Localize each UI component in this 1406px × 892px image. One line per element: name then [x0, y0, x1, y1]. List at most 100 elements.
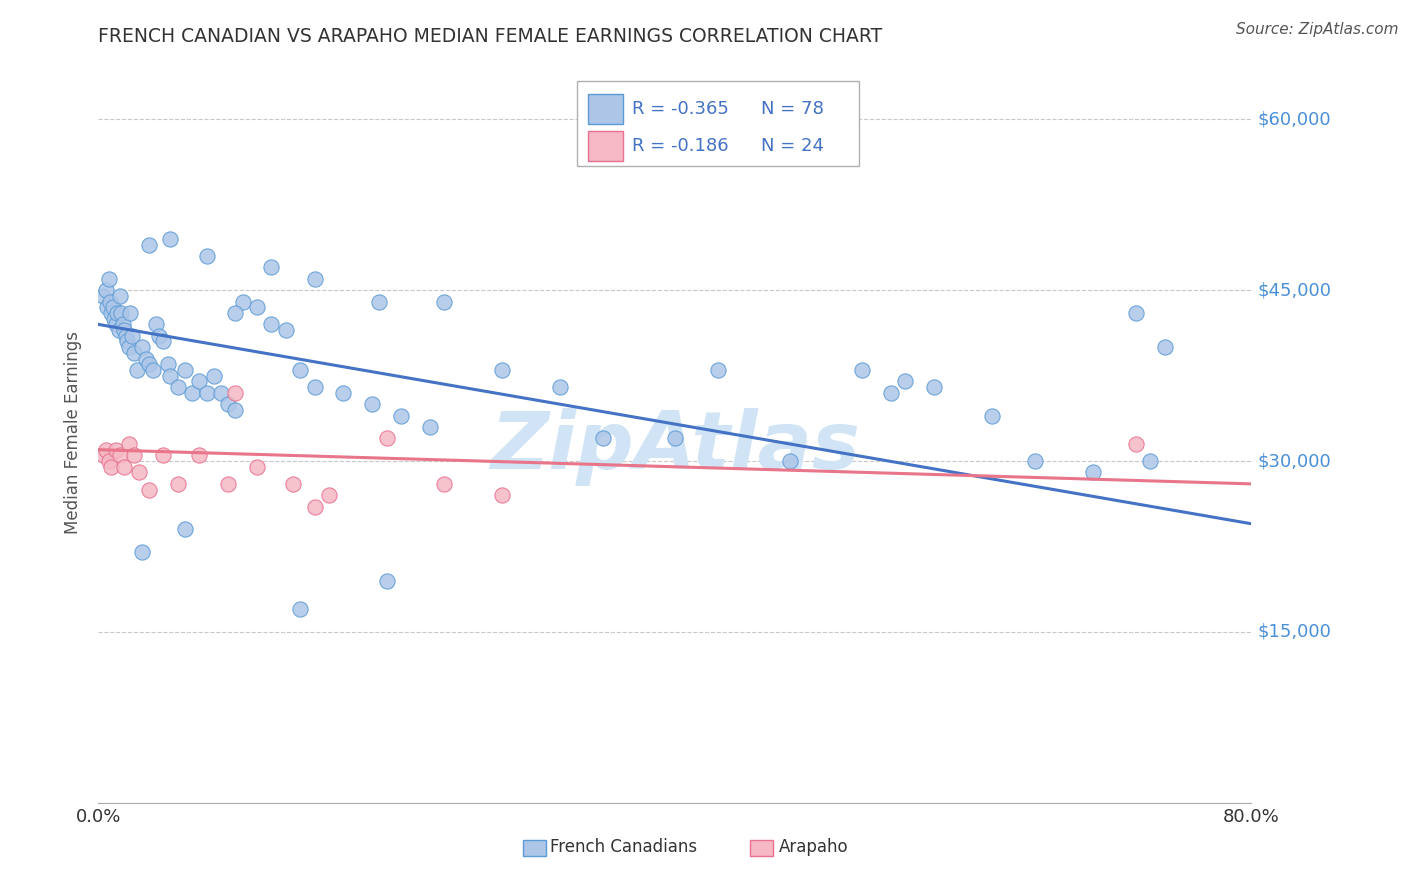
FancyBboxPatch shape: [576, 81, 859, 166]
Point: [290, 602, 312, 616]
FancyBboxPatch shape: [523, 840, 546, 856]
Point: [304, 380, 326, 394]
Text: Source: ZipAtlas.com: Source: ZipAtlas.com: [1236, 22, 1399, 37]
Text: $15,000: $15,000: [1257, 623, 1331, 641]
Point: [121, 328, 143, 343]
Point: [181, 385, 204, 400]
Point: [202, 368, 225, 383]
Point: [375, 431, 398, 445]
Point: [100, 306, 122, 320]
Point: [433, 294, 456, 309]
Point: [281, 476, 304, 491]
Point: [127, 363, 149, 377]
Point: [1081, 466, 1104, 480]
Point: [188, 375, 211, 389]
Point: [246, 459, 269, 474]
Point: [174, 363, 197, 377]
Point: [1139, 454, 1161, 468]
Point: [361, 397, 384, 411]
Text: $45,000: $45,000: [1257, 281, 1331, 299]
Point: [188, 449, 211, 463]
Point: [152, 449, 174, 463]
Point: [260, 318, 283, 332]
Point: [91, 449, 114, 463]
Point: [124, 346, 146, 360]
Point: [304, 500, 326, 514]
Point: [159, 232, 181, 246]
Point: [491, 363, 513, 377]
FancyBboxPatch shape: [589, 131, 623, 161]
Point: [112, 323, 135, 337]
Point: [224, 306, 246, 320]
Point: [111, 318, 134, 332]
Point: [138, 237, 160, 252]
Text: $60,000: $60,000: [1257, 111, 1330, 128]
Point: [104, 442, 127, 457]
Point: [548, 380, 571, 394]
Point: [195, 385, 218, 400]
Point: [142, 363, 165, 377]
Point: [224, 385, 246, 400]
Point: [664, 431, 686, 445]
Point: [91, 289, 114, 303]
Point: [97, 454, 120, 468]
Point: [419, 420, 441, 434]
Point: [103, 311, 125, 326]
Point: [156, 357, 179, 371]
Point: [118, 340, 141, 354]
Point: [159, 368, 181, 383]
Point: [152, 334, 174, 349]
Point: [138, 483, 160, 497]
Point: [148, 328, 170, 343]
Point: [174, 523, 197, 537]
Point: [128, 466, 150, 480]
Point: [217, 476, 239, 491]
Point: [1125, 306, 1147, 320]
Point: [94, 283, 117, 297]
Text: French Canadians: French Canadians: [550, 838, 697, 856]
Point: [260, 260, 283, 275]
Point: [112, 459, 135, 474]
Point: [107, 323, 129, 337]
Point: [114, 328, 136, 343]
Point: [104, 318, 127, 332]
Point: [224, 402, 246, 417]
Point: [491, 488, 513, 502]
Point: [138, 357, 160, 371]
Point: [124, 449, 146, 463]
Point: [108, 289, 131, 303]
Point: [96, 301, 118, 315]
Point: [131, 545, 153, 559]
Point: [592, 431, 614, 445]
Point: [779, 454, 801, 468]
Point: [1125, 437, 1147, 451]
Point: [166, 476, 188, 491]
Point: [1154, 340, 1177, 354]
Point: [304, 272, 326, 286]
Point: [117, 334, 139, 349]
Point: [101, 301, 124, 315]
Point: [217, 397, 239, 411]
Point: [108, 449, 131, 463]
Point: [318, 488, 340, 502]
Point: [231, 294, 254, 309]
Point: [894, 375, 917, 389]
Point: [97, 272, 120, 286]
Point: [195, 249, 218, 263]
Point: [924, 380, 946, 394]
Text: FRENCH CANADIAN VS ARAPAHO MEDIAN FEMALE EARNINGS CORRELATION CHART: FRENCH CANADIAN VS ARAPAHO MEDIAN FEMALE…: [98, 27, 883, 45]
Text: R = -0.365: R = -0.365: [633, 100, 730, 118]
Point: [166, 380, 188, 394]
FancyBboxPatch shape: [749, 840, 773, 856]
Point: [118, 437, 141, 451]
Point: [368, 294, 391, 309]
Point: [290, 363, 312, 377]
Y-axis label: Median Female Earnings: Median Female Earnings: [65, 331, 83, 534]
Point: [433, 476, 456, 491]
Point: [332, 385, 354, 400]
Point: [375, 574, 398, 588]
Point: [135, 351, 157, 366]
Text: N = 78: N = 78: [762, 100, 824, 118]
Text: N = 24: N = 24: [762, 137, 824, 155]
Point: [707, 363, 730, 377]
